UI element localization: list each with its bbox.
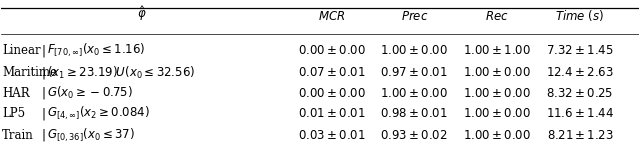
Text: $G_{[0,36]}(x_0 \leq 37)$: $G_{[0,36]}(x_0 \leq 37)$ [47, 127, 135, 144]
Text: $1.00 \pm 0.00$: $1.00 \pm 0.00$ [463, 87, 531, 100]
Text: $G_{[4,\infty]}(x_2 \geq 0.084)$: $G_{[4,\infty]}(x_2 \geq 0.084)$ [47, 105, 150, 122]
Text: $8.21 \pm 1.23$: $8.21 \pm 1.23$ [547, 129, 613, 142]
Text: $1.00 \pm 0.00$: $1.00 \pm 0.00$ [463, 66, 531, 79]
Text: $0.03 \pm 0.01$: $0.03 \pm 0.01$ [298, 129, 365, 142]
Text: $1.00 \pm 0.00$: $1.00 \pm 0.00$ [380, 44, 448, 57]
Text: Linear: Linear [2, 44, 41, 57]
Text: $F_{[70,\infty]}(x_0 \leq 1.16)$: $F_{[70,\infty]}(x_0 \leq 1.16)$ [47, 42, 146, 59]
Text: $11.6 \pm 1.44$: $11.6 \pm 1.44$ [546, 107, 614, 120]
Text: $|$: $|$ [41, 43, 45, 59]
Text: $Time\ (s)$: $Time\ (s)$ [556, 8, 605, 23]
Text: $|$: $|$ [41, 106, 45, 122]
Text: $|$: $|$ [41, 65, 45, 81]
Text: $0.00 \pm 0.00$: $0.00 \pm 0.00$ [298, 44, 365, 57]
Text: $1.00 \pm 0.00$: $1.00 \pm 0.00$ [380, 87, 448, 100]
Text: HAR: HAR [2, 87, 29, 100]
Text: $Prec$: $Prec$ [401, 10, 428, 23]
Text: $1.00 \pm 0.00$: $1.00 \pm 0.00$ [463, 129, 531, 142]
Text: $8.32 \pm 0.25$: $8.32 \pm 0.25$ [547, 87, 614, 100]
Text: $0.98 \pm 0.01$: $0.98 \pm 0.01$ [381, 107, 448, 120]
Text: $0.01 \pm 0.01$: $0.01 \pm 0.01$ [298, 107, 365, 120]
Text: $0.00 \pm 0.00$: $0.00 \pm 0.00$ [298, 87, 365, 100]
Text: $G(x_0 \geq -0.75)$: $G(x_0 \geq -0.75)$ [47, 85, 133, 101]
Text: $7.32 \pm 1.45$: $7.32 \pm 1.45$ [546, 44, 614, 57]
Text: $|$: $|$ [41, 85, 45, 101]
Text: Maritime: Maritime [2, 66, 57, 79]
Text: $MCR$: $MCR$ [318, 10, 345, 23]
Text: LP5: LP5 [2, 107, 25, 120]
Text: $\hat{\varphi}$: $\hat{\varphi}$ [137, 4, 147, 23]
Text: $0.07 \pm 0.01$: $0.07 \pm 0.01$ [298, 66, 365, 79]
Text: $|$: $|$ [41, 127, 45, 143]
Text: $0.97 \pm 0.01$: $0.97 \pm 0.01$ [381, 66, 448, 79]
Text: $12.4 \pm 2.63$: $12.4 \pm 2.63$ [546, 66, 614, 79]
Text: $1.00 \pm 0.00$: $1.00 \pm 0.00$ [463, 107, 531, 120]
Text: Train: Train [2, 129, 34, 142]
Text: $0.93 \pm 0.02$: $0.93 \pm 0.02$ [381, 129, 448, 142]
Text: $1.00 \pm 1.00$: $1.00 \pm 1.00$ [463, 44, 531, 57]
Text: $(x_1 \geq 23.19)U(x_0 \leq 32.56)$: $(x_1 \geq 23.19)U(x_0 \leq 32.56)$ [47, 64, 196, 81]
Text: $Rec$: $Rec$ [485, 10, 509, 23]
